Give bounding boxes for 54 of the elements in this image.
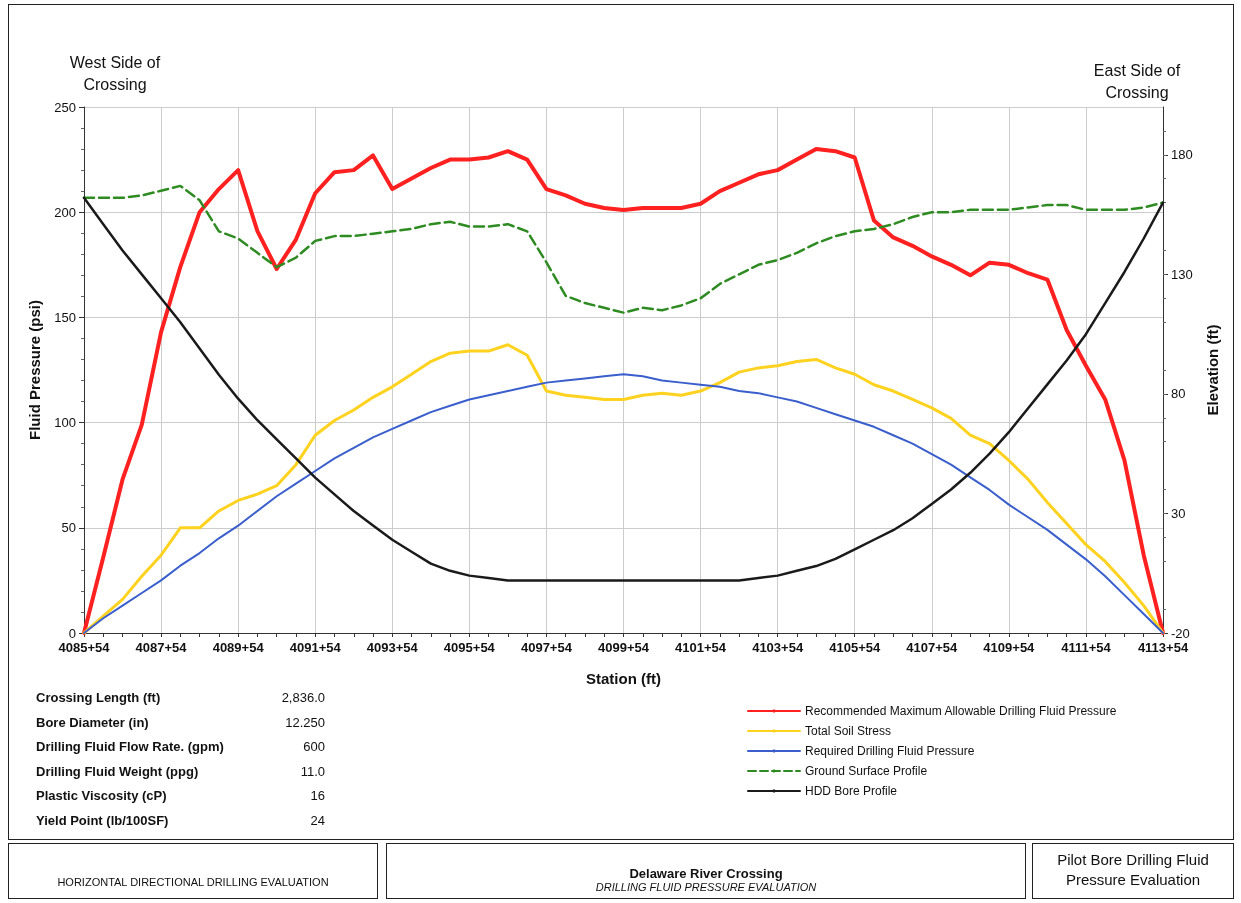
text: HORIZONTAL DIRECTIONAL DRILLING EVALUATION <box>56 876 330 888</box>
text: Bore Diameter (in) <box>36 714 149 730</box>
text: 12.250 <box>284 714 325 730</box>
text: 2,836.0 <box>280 690 325 705</box>
y2-tick-label: 30 <box>1171 505 1186 521</box>
text: 600 <box>302 739 325 754</box>
y2-tick-label: 130 <box>1171 266 1193 282</box>
text: Crossing Length (ft) <box>36 690 161 705</box>
x-tick-label: 4097+54 <box>520 640 573 655</box>
legend-label: HDD Bore Profile <box>805 784 898 798</box>
text: Delaware River Crossing <box>628 866 784 881</box>
y2-tick-label: 80 <box>1171 386 1186 402</box>
y-tick-label: 150 <box>54 309 76 325</box>
text: West Side of Crossing <box>68 53 162 95</box>
x-tick-label: 4103+54 <box>752 640 804 655</box>
legend-label: Ground Surface Profile <box>805 764 928 778</box>
text: 24 <box>309 812 325 828</box>
text: 11.0 <box>299 763 325 779</box>
x-tick-label: 4101+54 <box>675 640 727 655</box>
text: Drilling Fluid Weight (ppg) <box>36 763 199 779</box>
x-tick-label: 4113+54 <box>1137 640 1189 655</box>
x-tick-label: 4085+54 <box>58 640 111 655</box>
text: DRILLING FLUID PRESSURE EVALUATION <box>594 881 818 893</box>
x-tick-label: 4095+54 <box>443 640 496 655</box>
line-series <box>82 184 1165 314</box>
legend-label: Required Drilling Fluid Pressure <box>805 744 975 758</box>
y-tick-label: 250 <box>54 99 76 115</box>
y2-tick-label: -20 <box>1171 625 1190 641</box>
legend-label: Total Soil Stress <box>805 724 892 738</box>
x-tick-label: 4109+54 <box>983 640 1036 655</box>
line-series <box>82 196 1165 582</box>
y-tick-label: 0 <box>68 625 76 641</box>
y-tick-label: 100 <box>54 415 76 431</box>
y2-axis-title: Elevation (ft) <box>1204 324 1221 416</box>
text: Plastic Viscosity (cP) <box>36 788 167 803</box>
x-tick-label: 4093+54 <box>366 640 419 655</box>
text: Drilling Fluid Flow Rate. (gpm) <box>36 739 224 754</box>
x-tick-label: 4111+54 <box>1061 640 1112 655</box>
y2-tick-label: 180 <box>1171 147 1193 163</box>
y-tick-label: 50 <box>61 520 76 536</box>
x-tick-label: 4091+54 <box>289 640 342 655</box>
text: Pilot Bore Drilling Fluid Pressure Evaluation <box>1056 850 1210 890</box>
text: 16 <box>309 788 325 803</box>
x-axis-title: Station (ft) <box>586 670 661 687</box>
legend-label: Recommended Maximum Allowable Drilling Fluid Pressure <box>805 704 1117 718</box>
text: East Side of Crossing <box>1092 61 1182 103</box>
y-tick-label: 200 <box>54 204 76 220</box>
x-tick-label: 4099+54 <box>598 640 650 655</box>
x-tick-label: 4089+54 <box>212 640 265 655</box>
x-tick-label: 4107+54 <box>906 640 959 655</box>
y-axis-title: Fluid Pressure (psi) <box>26 299 43 441</box>
x-tick-label: 4105+54 <box>829 640 881 655</box>
x-tick-label: 4087+54 <box>135 640 188 655</box>
text: Yield Point (lb/100SF) <box>36 812 169 828</box>
